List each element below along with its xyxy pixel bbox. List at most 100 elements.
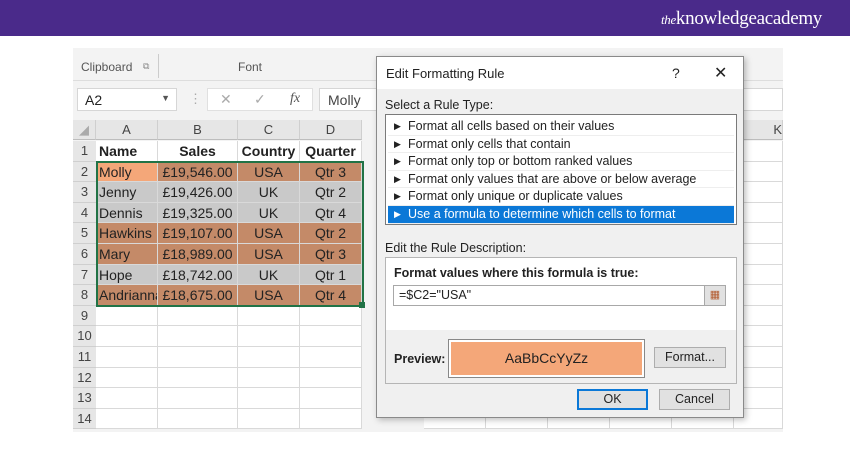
cell[interactable] <box>158 326 238 347</box>
cell[interactable]: Qtr 3 <box>300 161 362 183</box>
cell[interactable]: Dennis <box>96 202 158 224</box>
help-icon[interactable]: ? <box>672 65 680 81</box>
column-header-c[interactable]: C <box>238 120 300 140</box>
cell[interactable] <box>734 141 783 162</box>
cell[interactable] <box>96 408 158 430</box>
row-header-7[interactable]: 7 <box>73 264 96 286</box>
cell[interactable] <box>300 347 362 368</box>
column-header-d[interactable]: D <box>300 120 362 140</box>
rule-type-item[interactable]: ▶ Format all cells based on their values <box>388 118 734 136</box>
cell[interactable] <box>158 408 238 430</box>
row-header-9[interactable]: 9 <box>73 305 96 327</box>
cell[interactable] <box>300 367 362 389</box>
cell[interactable] <box>158 347 238 368</box>
row-header-14[interactable]: 14 <box>73 408 96 430</box>
cell[interactable] <box>96 367 158 389</box>
cell[interactable]: Qtr 3 <box>300 244 362 265</box>
cell[interactable]: Qtr 4 <box>300 285 362 306</box>
cell[interactable]: UK <box>238 202 300 224</box>
cell[interactable] <box>238 408 300 430</box>
row-header-8[interactable]: 8 <box>73 285 96 306</box>
row-header-11[interactable]: 11 <box>73 347 96 368</box>
header-cell[interactable]: Quarter <box>300 141 362 162</box>
rule-type-item[interactable]: ▶ Use a formula to determine which cells … <box>388 206 734 224</box>
close-icon[interactable]: ✕ <box>714 65 728 82</box>
row-header-1[interactable]: 1 <box>73 141 96 162</box>
ok-button[interactable]: OK <box>577 389 648 410</box>
cell[interactable] <box>734 347 783 368</box>
cell[interactable] <box>734 285 783 306</box>
chevron-down-icon[interactable]: ▼ <box>161 93 170 103</box>
formula-field[interactable]: =$C2="USA" ▦ <box>393 285 726 306</box>
cell[interactable]: Qtr 2 <box>300 182 362 203</box>
cell[interactable]: Qtr 2 <box>300 223 362 244</box>
cell[interactable] <box>238 347 300 368</box>
header-cell[interactable]: Name <box>96 141 158 162</box>
cell[interactable] <box>734 388 783 409</box>
row-header-5[interactable]: 5 <box>73 223 96 244</box>
insert-function-icon[interactable]: fx <box>290 91 301 106</box>
cell[interactable] <box>734 326 783 347</box>
cell[interactable]: £18,675.00 <box>158 285 238 306</box>
collapse-dialog-icon[interactable]: ▦ <box>704 286 725 305</box>
cell[interactable] <box>96 326 158 347</box>
cell[interactable] <box>238 305 300 327</box>
cell[interactable] <box>158 388 238 409</box>
cell[interactable] <box>734 305 783 327</box>
cell[interactable] <box>734 367 783 389</box>
row-header-10[interactable]: 10 <box>73 326 96 347</box>
cell[interactable]: UK <box>238 264 300 286</box>
column-header-k[interactable]: K <box>734 120 783 140</box>
cell[interactable] <box>96 305 158 327</box>
rule-type-item[interactable]: ▶ Format only values that are above or be… <box>388 171 734 189</box>
cell[interactable] <box>96 347 158 368</box>
row-header-3[interactable]: 3 <box>73 182 96 203</box>
cell[interactable]: Andrianna <box>96 285 158 306</box>
header-cell[interactable]: Sales <box>158 141 238 162</box>
rule-type-item[interactable]: ▶ Format only top or bottom ranked values <box>388 153 734 171</box>
cell[interactable]: Qtr 1 <box>300 264 362 286</box>
cell[interactable]: £18,742.00 <box>158 264 238 286</box>
cell[interactable] <box>734 182 783 203</box>
row-header-6[interactable]: 6 <box>73 244 96 265</box>
rule-type-item[interactable]: ▶ Format only unique or duplicate values <box>388 188 734 206</box>
cell[interactable] <box>734 161 783 183</box>
cell[interactable]: £18,989.00 <box>158 244 238 265</box>
dialog-launcher-icon[interactable]: ⧉ <box>143 61 150 71</box>
cancel-button[interactable]: Cancel <box>659 389 730 410</box>
cell[interactable]: £19,107.00 <box>158 223 238 244</box>
cancel-icon[interactable]: ✕ <box>220 91 232 107</box>
rule-type-list[interactable]: ▶ Format all cells based on their values ▶… <box>385 114 737 225</box>
cell[interactable]: Molly <box>96 161 158 183</box>
fill-handle[interactable] <box>359 302 365 308</box>
cell[interactable]: UK <box>238 182 300 203</box>
cell[interactable]: USA <box>238 223 300 244</box>
cell[interactable] <box>238 326 300 347</box>
cell[interactable]: £19,426.00 <box>158 182 238 203</box>
row-header-12[interactable]: 12 <box>73 367 96 389</box>
cell[interactable] <box>734 223 783 244</box>
cell[interactable] <box>300 388 362 409</box>
cell[interactable] <box>734 244 783 265</box>
cell[interactable] <box>238 388 300 409</box>
cell[interactable]: £19,325.00 <box>158 202 238 224</box>
row-header-4[interactable]: 4 <box>73 202 96 224</box>
row-header-13[interactable]: 13 <box>73 388 96 409</box>
cell[interactable]: Qtr 4 <box>300 202 362 224</box>
format-button[interactable]: Format... <box>654 347 726 368</box>
select-all-button[interactable]: ◢ <box>73 120 96 140</box>
column-header-b[interactable]: B <box>158 120 238 140</box>
cell[interactable] <box>96 388 158 409</box>
cell[interactable]: Hope <box>96 264 158 286</box>
cell[interactable]: £19,546.00 <box>158 161 238 183</box>
cell[interactable] <box>158 367 238 389</box>
cell[interactable]: Hawkins <box>96 223 158 244</box>
cell[interactable]: Jenny <box>96 182 158 203</box>
cell[interactable] <box>734 264 783 286</box>
cell[interactable] <box>300 408 362 430</box>
enter-icon[interactable]: ✓ <box>254 91 266 107</box>
rule-type-item[interactable]: ▶ Format only cells that contain <box>388 136 734 154</box>
header-cell[interactable]: Country <box>238 141 300 162</box>
cell[interactable] <box>734 408 783 430</box>
cell[interactable]: Mary <box>96 244 158 265</box>
